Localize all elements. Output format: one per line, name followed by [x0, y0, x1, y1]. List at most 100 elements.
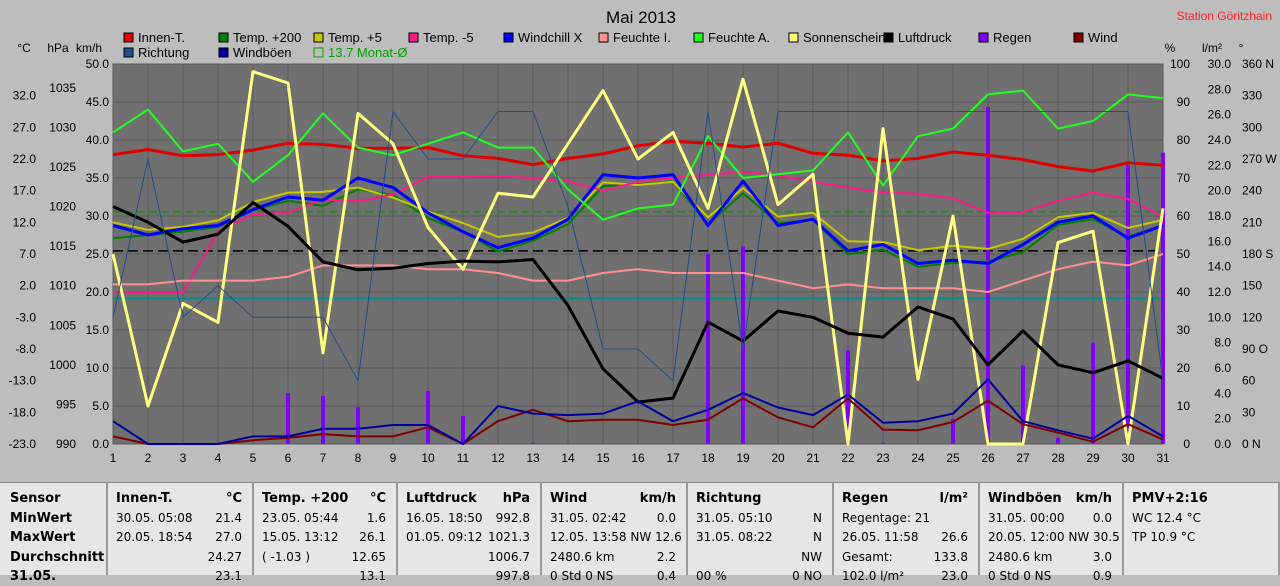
- legend-swatch: [123, 32, 134, 43]
- tick-label-x: 23: [876, 451, 890, 465]
- series-line: [113, 253, 1164, 293]
- tick-label-x: 27: [1016, 451, 1030, 465]
- panel-cell-value: 0 NO: [792, 569, 822, 583]
- panel-column: Richtung 31.05. 05:10 N 31.05. 08:22 N NW 00 %…: [688, 483, 834, 583]
- panel-row: ( -1.03 ) 12.65: [254, 548, 396, 567]
- tick-label-left: 1000: [49, 358, 76, 372]
- legend: Innen-T. Temp. +200 Temp. +5 Temp. -5 Windch…: [123, 30, 1118, 60]
- tick-label-right: 30: [1242, 405, 1256, 419]
- tick-label-left: -13.0: [9, 374, 37, 388]
- tick-label-right: 40: [1177, 285, 1191, 299]
- tick-label-right: 300: [1242, 120, 1262, 134]
- tick-label-right: 60: [1242, 374, 1256, 388]
- panel-row: [1124, 567, 1278, 586]
- tick-label-x: 17: [666, 451, 680, 465]
- legend-label: Temp. +5: [328, 30, 382, 45]
- legend-swatch: [978, 32, 989, 43]
- panel-cell-label: 16.05. 18:50: [406, 510, 483, 525]
- panel-row: MaxWert: [0, 528, 106, 547]
- panel-cell-label: 31.05. 08:22: [696, 530, 773, 544]
- tick-label-x: 8: [355, 451, 362, 465]
- rain-bar: [356, 407, 360, 444]
- panel-column-unit: km/h: [639, 491, 676, 506]
- panel-column-unit: l/m²: [939, 491, 968, 506]
- tick-label-left: 1030: [49, 120, 76, 134]
- tick-label-left: 0.0: [92, 437, 109, 451]
- tick-label-x: 22: [841, 451, 855, 465]
- tick-label-x: 3: [180, 451, 187, 465]
- tick-label-right: 30.0: [1208, 57, 1232, 71]
- tick-label-right: 26.0: [1208, 108, 1232, 122]
- panel-column-unit: °C: [369, 491, 386, 506]
- panel-cell-value: 0.0: [1092, 510, 1112, 525]
- tick-label-right: 2.0: [1214, 412, 1231, 426]
- panel-cell-label: 0 Std 0 NS: [988, 569, 1052, 583]
- panel-cell-label: Regentage: 21: [842, 510, 930, 525]
- panel-column: Regen l/m² Regentage: 21 26.05. 11:58 26.6 Ge…: [834, 483, 980, 583]
- tick-label-left: 10.0: [86, 361, 110, 375]
- tick-label-left: 2.0: [19, 279, 36, 293]
- tick-label-x: 25: [946, 451, 960, 465]
- tick-label-left: 1010: [49, 279, 76, 293]
- tick-label-right: 50: [1177, 247, 1191, 261]
- tick-label-right: 22.0: [1208, 158, 1232, 172]
- panel-column-title: Temp. +200: [262, 491, 349, 506]
- panel-row: 31.05. 02:42 0.0: [542, 509, 686, 528]
- tick-label-x: 20: [771, 451, 785, 465]
- panel-cell-value: 0.4: [656, 569, 676, 583]
- panel-row: 20.05. 12:00 NW 30.5: [980, 528, 1122, 547]
- axis-units: °C hPa km/h% l/m² °: [17, 41, 1243, 55]
- panel-row-label: Durchschnitt: [10, 549, 105, 565]
- legend-swatch: [788, 32, 799, 43]
- panel-row: 16.05. 18:50 992.8: [398, 509, 540, 528]
- panel-cell-label: 31.05. 00:00: [988, 510, 1065, 525]
- tick-label-left: 1020: [49, 200, 76, 214]
- tick-label-right: 6.0: [1214, 361, 1231, 375]
- legend-swatch: [1073, 32, 1084, 43]
- tick-label-x: 6: [285, 451, 292, 465]
- tick-labels: 32.027.022.017.012.07.02.0-3.0-8.0-13.0-…: [9, 57, 1278, 465]
- panel-row: 31.05. 08:22 N: [688, 528, 832, 547]
- tick-label-left: -3.0: [15, 310, 36, 324]
- panel-row: NW: [688, 548, 832, 567]
- panel-row: 31.05. 00:00 0.0: [980, 509, 1122, 528]
- panel-column-title: PMV+2:16: [1132, 491, 1208, 506]
- panel-cell-label: 31.05. 02:42: [550, 510, 627, 525]
- chart-title: Mai 2013: [606, 8, 676, 27]
- axis-unit-right: l/m²: [1202, 41, 1222, 55]
- tick-label-left: 990: [56, 437, 76, 451]
- legend-label: Feuchte A.: [708, 30, 770, 45]
- series-line: [112, 173, 1164, 265]
- panel-cell-value: 0.9: [1092, 569, 1112, 583]
- panel-cell-label: 15.05. 13:12: [262, 530, 339, 544]
- tick-label-left: 12.0: [13, 215, 37, 229]
- tick-label-right: 20.0: [1208, 184, 1232, 198]
- tick-label-right: 240: [1242, 184, 1262, 198]
- panel-cell-value: 2.2: [656, 549, 676, 564]
- panel-cell-label: WC 12.4 °C: [1132, 510, 1201, 525]
- tick-label-right: 30: [1177, 323, 1191, 337]
- legend-label: Richtung: [138, 45, 189, 60]
- series-line: [112, 397, 1164, 445]
- tick-label-right: 270 W: [1242, 152, 1277, 166]
- tick-label-x: 15: [596, 451, 610, 465]
- legend-swatch: [693, 32, 704, 43]
- panel-cell-value: 26.6: [941, 530, 968, 544]
- axis-unit-right: %: [1165, 41, 1176, 55]
- tick-label-left: 22.0: [13, 152, 37, 166]
- station-name: Station Göritzhain: [1177, 9, 1272, 23]
- panel-cell-value: 12.65: [351, 549, 386, 564]
- legend-label: Sonnenschein: [803, 30, 885, 45]
- panel-row: Windböen km/h: [980, 489, 1122, 508]
- tick-label-left: -18.0: [9, 405, 37, 419]
- tick-label-x: 14: [561, 451, 575, 465]
- panel-row: 2480.6 km 3.0: [980, 548, 1122, 567]
- tick-label-left: 35.0: [86, 171, 110, 185]
- panel-column-unit: km/h: [1075, 491, 1112, 506]
- tick-label-x: 1: [110, 451, 117, 465]
- legend-label: Feuchte I.: [613, 30, 671, 45]
- rain-bar: [706, 254, 710, 444]
- panel-cell-label: 31.05. 05:10: [696, 510, 773, 525]
- panel-row: Temp. +200 °C: [254, 489, 396, 508]
- panel-row: 00 % 0 NO: [688, 567, 832, 586]
